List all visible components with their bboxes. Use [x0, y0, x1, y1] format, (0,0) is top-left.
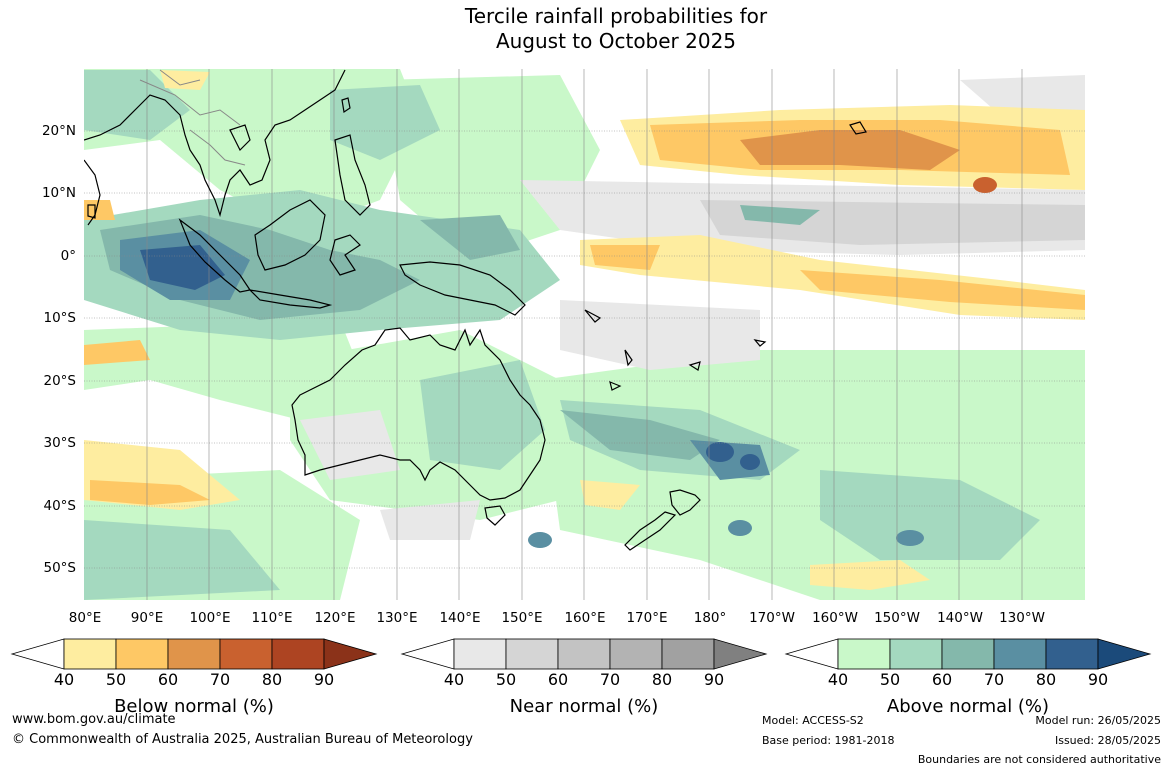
cbar-segment	[271, 638, 325, 670]
country-boundaries	[139, 69, 246, 166]
lon-label: 150°W	[874, 610, 920, 626]
bom-website-link[interactable]: www.bom.gov.au/climate	[12, 712, 176, 727]
cbar-tick: 70	[209, 670, 231, 689]
cbar-tick: 90	[703, 670, 725, 689]
cbar-tick: 60	[547, 670, 569, 689]
cbar-tick: 50	[879, 670, 901, 689]
issued-date: Issued: 28/05/2025	[1054, 734, 1161, 747]
base-period: Base period: 1981-2018	[762, 734, 895, 747]
lon-label: 150°E	[501, 610, 543, 626]
lon-label: 180°	[693, 610, 727, 626]
lon-label: 120°E	[314, 610, 356, 626]
cbar-tick: 90	[1087, 670, 1109, 689]
near-normal-title: Near normal (%)	[509, 696, 659, 717]
lon-label: 110°E	[251, 610, 293, 626]
lon-label: 140°E	[439, 610, 481, 626]
cbar-segment	[505, 638, 559, 670]
coastlines	[84, 69, 867, 551]
near-normal-region	[300, 75, 1085, 540]
model-name: Model: ACCESS-S2	[762, 714, 864, 727]
title-line-2: August to October 2025	[495, 29, 737, 53]
philippines-coastline	[334, 134, 371, 216]
cbar-segment	[400, 638, 455, 670]
rainfall-probability-map	[84, 69, 1085, 600]
below-normal-colorbar	[10, 638, 378, 670]
lon-label: 130°E	[376, 610, 418, 626]
above-normal-title: Above normal (%)	[886, 696, 1050, 717]
cbar-segment	[993, 638, 1047, 670]
cbar-segment	[609, 638, 663, 670]
lon-label: 100°E	[189, 610, 231, 626]
lat-label: 20°N	[41, 123, 76, 139]
new-guinea-coastline	[399, 261, 526, 316]
new-zealand-coastline	[624, 489, 701, 551]
java-coastline	[248, 289, 333, 309]
cbar-tick: 40	[53, 670, 75, 689]
cbar-tick: 80	[651, 670, 673, 689]
tasmania-coastline	[484, 505, 506, 526]
lon-label: 170°E	[626, 610, 668, 626]
title-line-1: Tercile rainfall probabilities for	[464, 4, 768, 28]
cbar-segment	[784, 638, 839, 670]
lon-label: 90°E	[130, 610, 164, 626]
cbar-tick: 40	[827, 670, 849, 689]
lat-label: 40°S	[43, 498, 77, 514]
above-normal-colorbar	[784, 638, 1152, 670]
cbar-tick: 50	[105, 670, 127, 689]
below-normal-title: Below normal (%)	[114, 696, 274, 717]
lat-label: 20°S	[43, 373, 77, 389]
cbar-segment	[10, 638, 65, 670]
below-normal-region	[84, 70, 1085, 590]
lon-label: 160°E	[564, 610, 606, 626]
map-plot-area	[84, 69, 1085, 600]
lon-label: 160°W	[812, 610, 858, 626]
lat-label: 10°S	[43, 310, 77, 326]
lat-label: 10°N	[41, 185, 76, 201]
gridlines	[84, 69, 1085, 600]
cbar-tick: 90	[313, 670, 335, 689]
cbar-tick: 80	[261, 670, 283, 689]
cbar-segment	[713, 638, 768, 670]
cbar-segment	[115, 638, 169, 670]
cbar-segment	[557, 638, 611, 670]
asia-coastline	[84, 69, 346, 218]
australia-coastline	[291, 327, 546, 501]
copyright-text: © Commonwealth of Australia 2025, Austra…	[12, 732, 473, 747]
model-run-date: Model run: 26/05/2025	[1035, 714, 1161, 727]
cbar-segment	[941, 638, 995, 670]
cbar-tick: 80	[1035, 670, 1057, 689]
boundaries-disclaimer: Boundaries are not considered authoritat…	[917, 753, 1161, 766]
cbar-tick: 40	[443, 670, 465, 689]
lon-label: 140°W	[937, 610, 983, 626]
cbar-tick: 70	[983, 670, 1005, 689]
lat-label: 0°	[60, 248, 76, 264]
map-title: Tercile rainfall probabilities for Augus…	[0, 4, 1173, 54]
cbar-segment	[63, 638, 117, 670]
cbar-segment	[1097, 638, 1152, 670]
cbar-tick: 60	[931, 670, 953, 689]
cbar-segment	[889, 638, 943, 670]
cbar-tick: 70	[599, 670, 621, 689]
cbar-segment	[219, 638, 273, 670]
lon-label: 170°W	[749, 610, 795, 626]
cbar-segment	[453, 638, 507, 670]
borneo-coastline	[254, 199, 326, 271]
cbar-tick: 50	[495, 670, 517, 689]
sumatra-coastline	[178, 218, 251, 293]
lat-label: 30°S	[43, 435, 77, 451]
cbar-segment	[1045, 638, 1099, 670]
cbar-segment	[837, 638, 891, 670]
lon-label: 130°W	[999, 610, 1045, 626]
near-normal-colorbar	[400, 638, 768, 670]
cbar-segment	[661, 638, 715, 670]
lat-label: 50°S	[43, 560, 77, 576]
cbar-segment	[323, 638, 378, 670]
lon-label: 80°E	[68, 610, 102, 626]
cbar-tick: 60	[157, 670, 179, 689]
cbar-segment	[167, 638, 221, 670]
